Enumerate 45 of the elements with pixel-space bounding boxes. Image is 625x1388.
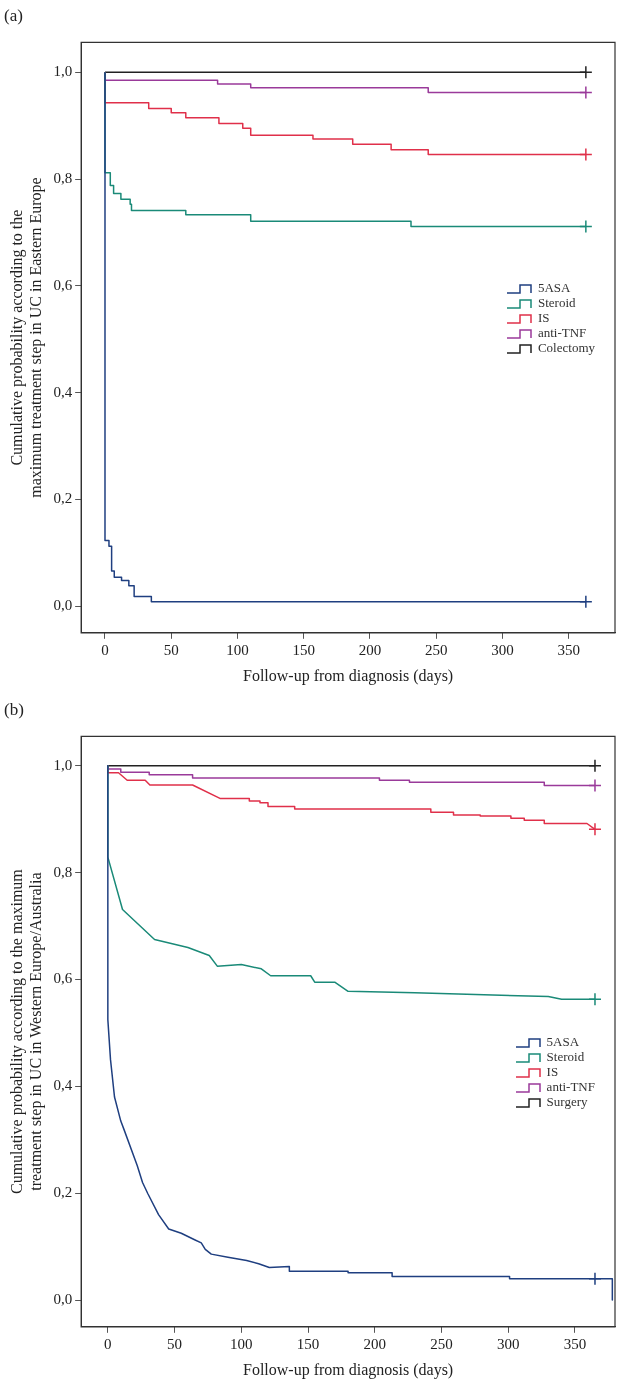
x-tick-label: 350 (557, 641, 580, 658)
legend-label: 5ASA (537, 280, 571, 295)
y-tick-label: 0,4 (53, 1077, 73, 1094)
y-tick-label: 1,0 (53, 63, 73, 80)
legend-label: Colectomy (537, 340, 595, 355)
legend-label: Steroid (546, 1049, 585, 1064)
chart-title: (b) (4, 699, 24, 719)
x-axis-title: Follow-up from diagnosis (days) (242, 1360, 454, 1379)
point (588, 822, 602, 837)
chart-title: (a) (4, 5, 23, 25)
x-tick-label: 300 (491, 641, 514, 658)
y-tick-label: 0,6 (53, 276, 73, 293)
y-tick-label: 0,6 (53, 970, 73, 987)
y-tick-label: 0,0 (53, 597, 73, 614)
x-tick-label: 200 (363, 1335, 387, 1352)
y-axis-title: Cumulative probability according to the maximum treatment step in UC in Eastern Europe (7, 177, 45, 498)
x-tick-label: 50 (163, 641, 179, 658)
x-tick-label: 100 (230, 1335, 253, 1352)
x-tick-label: 350 (563, 1335, 587, 1352)
x-tick-label: 150 (292, 641, 315, 658)
legend-label: anti-TNF (537, 325, 587, 340)
legend-label: IS (546, 1064, 559, 1079)
x-tick-label: 250 (424, 641, 448, 658)
y-tick-label: 0,2 (53, 1184, 73, 1201)
y-tick-label: 0,8 (53, 169, 73, 186)
x-tick-label: 0 (101, 641, 109, 658)
legend-label: IS (537, 310, 550, 325)
x-tick-label: 300 (496, 1335, 520, 1352)
x-tick-label: 250 (430, 1335, 453, 1352)
legend-label: 5ASA (546, 1034, 580, 1049)
x-tick-label: 50 (167, 1335, 183, 1352)
y-tick-label: 0,8 (53, 863, 73, 880)
legend-label: Steroid (537, 295, 576, 310)
legend-label: anti-TNF (546, 1079, 595, 1094)
x-tick-label: 100 (226, 641, 249, 658)
y-tick-label: 0,0 (53, 1291, 73, 1308)
y-tick-label: 0,2 (53, 490, 73, 507)
x-tick-label: 0 (104, 1335, 112, 1352)
x-tick-label: 200 (358, 641, 382, 658)
legend-label: Surgery (546, 1094, 588, 1109)
y-tick-label: 0,4 (53, 383, 73, 400)
y-axis-title: Cumulative probability according to the maximum treatment step in UC in Western Europe/Australia (7, 868, 45, 1195)
x-tick-label: 150 (296, 1335, 320, 1352)
x-axis-title: Follow-up from diagnosis (days) (242, 666, 454, 685)
y-tick-label: 1,0 (53, 756, 73, 773)
